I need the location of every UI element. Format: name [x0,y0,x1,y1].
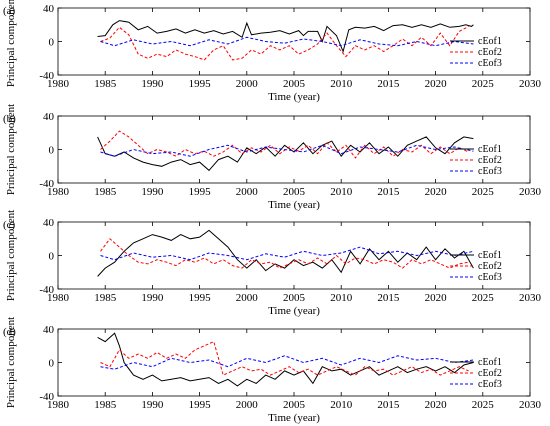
series-line-cEof3 [100,246,474,261]
x-tick-label: 2020 [425,292,448,304]
x-tick-label: 1980 [47,186,70,198]
x-tick-label: 2030 [519,292,542,304]
x-tick-label: 1995 [189,78,212,90]
x-tick-label: 2010 [330,399,353,411]
x-tick-label: 1980 [47,78,70,90]
x-tick-label: 1995 [189,186,212,198]
x-tick-label: 2015 [377,78,400,90]
x-tick-label: 2025 [472,292,495,304]
x-tick-label: 2000 [236,78,259,90]
x-tick-label: 2005 [283,399,306,411]
x-tick-label: 1985 [94,78,117,90]
x-tick-label: 2030 [519,399,542,411]
y-axis-title: Principal component [5,210,17,301]
legend-label: cEof3 [478,379,502,390]
legend-label: cEof1 [478,36,502,47]
y-tick-label: 40 [43,217,55,229]
x-tick-label: 2015 [377,399,400,411]
x-tick-label: 1980 [47,292,70,304]
x-tick-label: 1990 [141,186,164,198]
series-line-cEof3 [100,144,474,157]
legend-label: cEof1 [478,144,502,155]
x-axis-title: Time (year) [268,91,320,103]
x-tick-label: 2020 [425,78,448,90]
y-tick-label: -40 [39,284,54,296]
x-tick-label: 2005 [283,78,306,90]
x-tick-label: 2025 [472,78,495,90]
x-tick-label: 2005 [283,186,306,198]
x-tick-label: 2000 [236,399,259,411]
y-tick-label: 0 [49,37,55,49]
x-axis-title: Time (year) [268,199,320,211]
x-tick-label: 2020 [425,186,448,198]
series-line-cEof2 [100,25,469,61]
legend-label: cEof2 [478,368,502,379]
y-tick-label: 0 [49,145,55,157]
x-tick-label: 2010 [330,186,353,198]
legend-label: cEof2 [478,155,502,166]
x-tick-label: 1990 [141,78,164,90]
x-tick-label: 1990 [141,292,164,304]
y-tick-label: -40 [39,178,54,190]
y-tick-label: 0 [49,358,55,370]
series-line-cEof2 [100,340,469,376]
y-tick-label: 40 [43,111,55,123]
x-tick-label: 1985 [94,399,117,411]
y-axis-title: Principal component [5,317,17,408]
y-tick-label: 40 [43,324,55,336]
y-tick-label: 40 [43,3,55,15]
x-tick-label: 2025 [472,186,495,198]
y-axis-title: Principal component [5,104,17,195]
x-tick-label: 2015 [377,186,400,198]
legend-label: cEof3 [478,58,502,69]
x-tick-label: 2030 [519,186,542,198]
x-tick-label: 1985 [94,292,117,304]
panel-label: (b) [3,113,16,125]
x-tick-label: 2020 [425,399,448,411]
series-line-cEof3 [100,355,474,370]
legend-label: cEof1 [478,357,502,368]
legend-label: cEof2 [478,47,502,58]
x-tick-label: 2005 [283,292,306,304]
x-tick-label: 1985 [94,186,117,198]
series-line-cEof2 [100,130,469,159]
legend-label: cEof3 [478,166,502,177]
panel-label: (a) [3,5,16,17]
x-tick-label: 2000 [236,292,259,304]
series-line-cEof3 [100,36,474,47]
x-tick-label: 1995 [189,292,212,304]
x-tick-label: 2010 [330,292,353,304]
series-line-cEof2 [100,238,469,269]
x-tick-label: 1995 [189,399,212,411]
x-tick-label: 1980 [47,399,70,411]
x-tick-label: 2015 [377,292,400,304]
y-axis-title: Principal component [5,0,17,87]
panel-label: (c) [3,219,16,231]
y-tick-label: 0 [49,251,55,263]
x-tick-label: 2030 [519,78,542,90]
x-tick-label: 2010 [330,78,353,90]
x-tick-label: 1990 [141,399,164,411]
y-tick-label: -40 [39,391,54,403]
y-tick-label: -40 [39,70,54,82]
series-line-cEof1 [97,332,474,387]
x-axis-title: Time (year) [268,305,320,317]
panel-label: (d) [3,326,16,338]
legend-label: cEof2 [478,261,502,272]
series-line-cEof1 [97,20,474,54]
x-tick-label: 2000 [236,186,259,198]
series-line-cEof1 [97,229,474,277]
x-axis-title: Time (year) [268,412,320,424]
legend-label: cEof1 [478,250,502,261]
legend-label: cEof3 [478,272,502,283]
series-line-cEof1 [97,136,474,172]
x-tick-label: 2025 [472,399,495,411]
